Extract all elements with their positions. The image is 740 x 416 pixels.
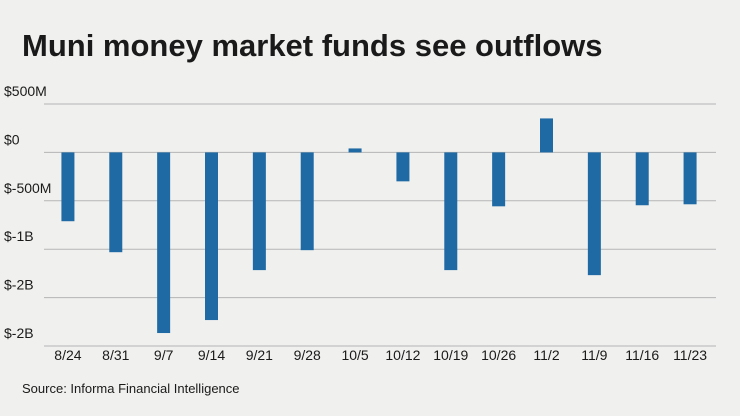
y-tick-label: $-2B [4,277,34,293]
x-tick-label: 8/31 [102,347,129,363]
bar [683,152,697,205]
x-tick-label: 10/19 [433,347,468,363]
bar [252,152,266,271]
y-tick-label: $500M [4,83,47,99]
bar [61,152,75,222]
x-tick-label: 10/5 [341,347,368,363]
x-tick-label: 9/14 [198,347,225,363]
source-note: Source: Informa Financial Intelligence [22,381,240,396]
x-tick-label: 9/7 [154,347,174,363]
bar [205,152,218,321]
bar [300,152,314,251]
bar [635,152,649,206]
x-tick-label: 11/23 [673,347,707,363]
bar [396,152,410,182]
bar [492,152,506,207]
x-tick-label: 10/12 [385,347,420,363]
x-tick-label: 9/28 [294,347,321,363]
x-tick-label: 8/24 [54,347,81,363]
chart-title: Muni money market funds see outflows [22,28,602,63]
x-tick-label: 11/9 [581,347,607,363]
y-tick-label: $-1B [4,228,34,244]
y-tick-label: $-500M [4,180,51,196]
y-tick-label: $-2B [4,325,34,341]
x-tick-label: 9/21 [246,347,273,363]
bar [587,152,601,276]
x-tick-label: 11/2 [533,347,559,363]
bar [348,148,362,153]
bar [444,152,458,271]
x-tick-label: 10/26 [481,347,516,363]
x-tick-label: 11/16 [625,347,659,363]
y-tick-label: $0 [4,131,20,147]
bar [109,152,123,253]
bar [157,152,171,334]
bar [540,118,553,153]
